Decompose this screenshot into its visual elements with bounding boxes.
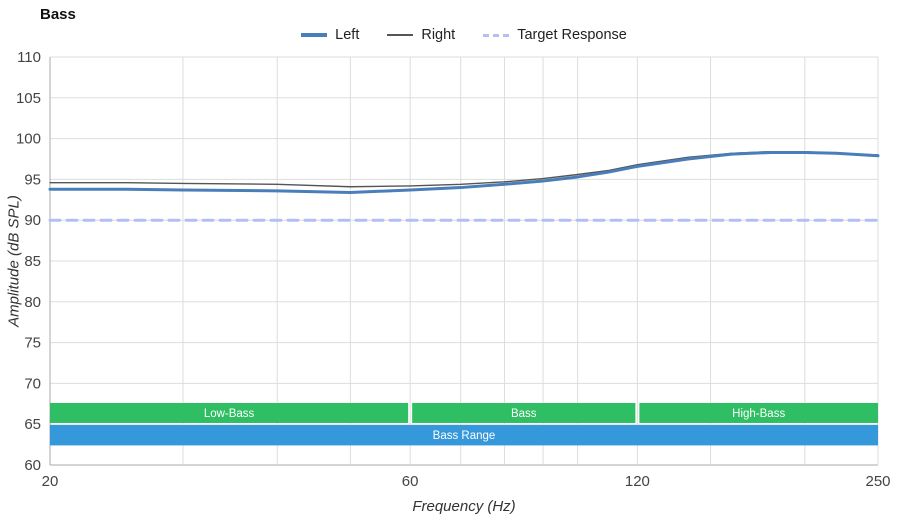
series-line-right	[49, 150, 879, 188]
y-tick-label: 85	[24, 253, 41, 270]
legend-label: Left	[335, 27, 360, 43]
range-band-low-bass	[50, 402, 409, 423]
range-band-label: Bass	[511, 408, 537, 420]
legend-line-swatch-icon	[387, 34, 414, 36]
chart-title: Bass	[40, 6, 76, 23]
x-tick-label: 120	[625, 473, 650, 490]
y-tick-label: 70	[24, 375, 41, 392]
y-tick-label: 90	[24, 212, 41, 229]
y-tick-label: 65	[24, 416, 41, 433]
range-band-label: Low-Bass	[204, 408, 255, 420]
legend-label: Target Response	[517, 27, 627, 43]
series-line-left	[48, 150, 880, 194]
x-tick-label: 60	[402, 473, 419, 490]
range-band-label: Bass Range	[433, 430, 496, 442]
chart-legend: Left Right Target Response	[0, 27, 900, 43]
range-band-high-bass	[639, 402, 878, 423]
y-tick-label: 95	[24, 171, 41, 188]
y-tick-label: 75	[24, 335, 41, 352]
x-axis-title: Frequency (Hz)	[412, 498, 516, 515]
range-band-bass-range	[50, 425, 878, 446]
legend-item-left[interactable]: Left	[301, 27, 359, 43]
legend-item-target-response[interactable]: Target Response	[483, 27, 627, 43]
y-tick-label: 60	[24, 457, 41, 474]
legend-line-swatch-icon	[301, 33, 328, 37]
legend-item-right[interactable]: Right	[387, 27, 455, 43]
y-tick-label: 100	[16, 131, 41, 148]
y-tick-label: 105	[16, 90, 41, 107]
range-band-label: High-Bass	[732, 408, 785, 420]
legend-line-swatch-icon	[483, 33, 510, 37]
x-tick-label: 250	[865, 473, 890, 490]
x-tick-label: 20	[42, 473, 59, 490]
range-band-bass	[412, 402, 636, 423]
y-tick-label: 110	[17, 49, 41, 66]
y-tick-label: 80	[24, 294, 41, 311]
legend-label: Right	[421, 27, 456, 43]
